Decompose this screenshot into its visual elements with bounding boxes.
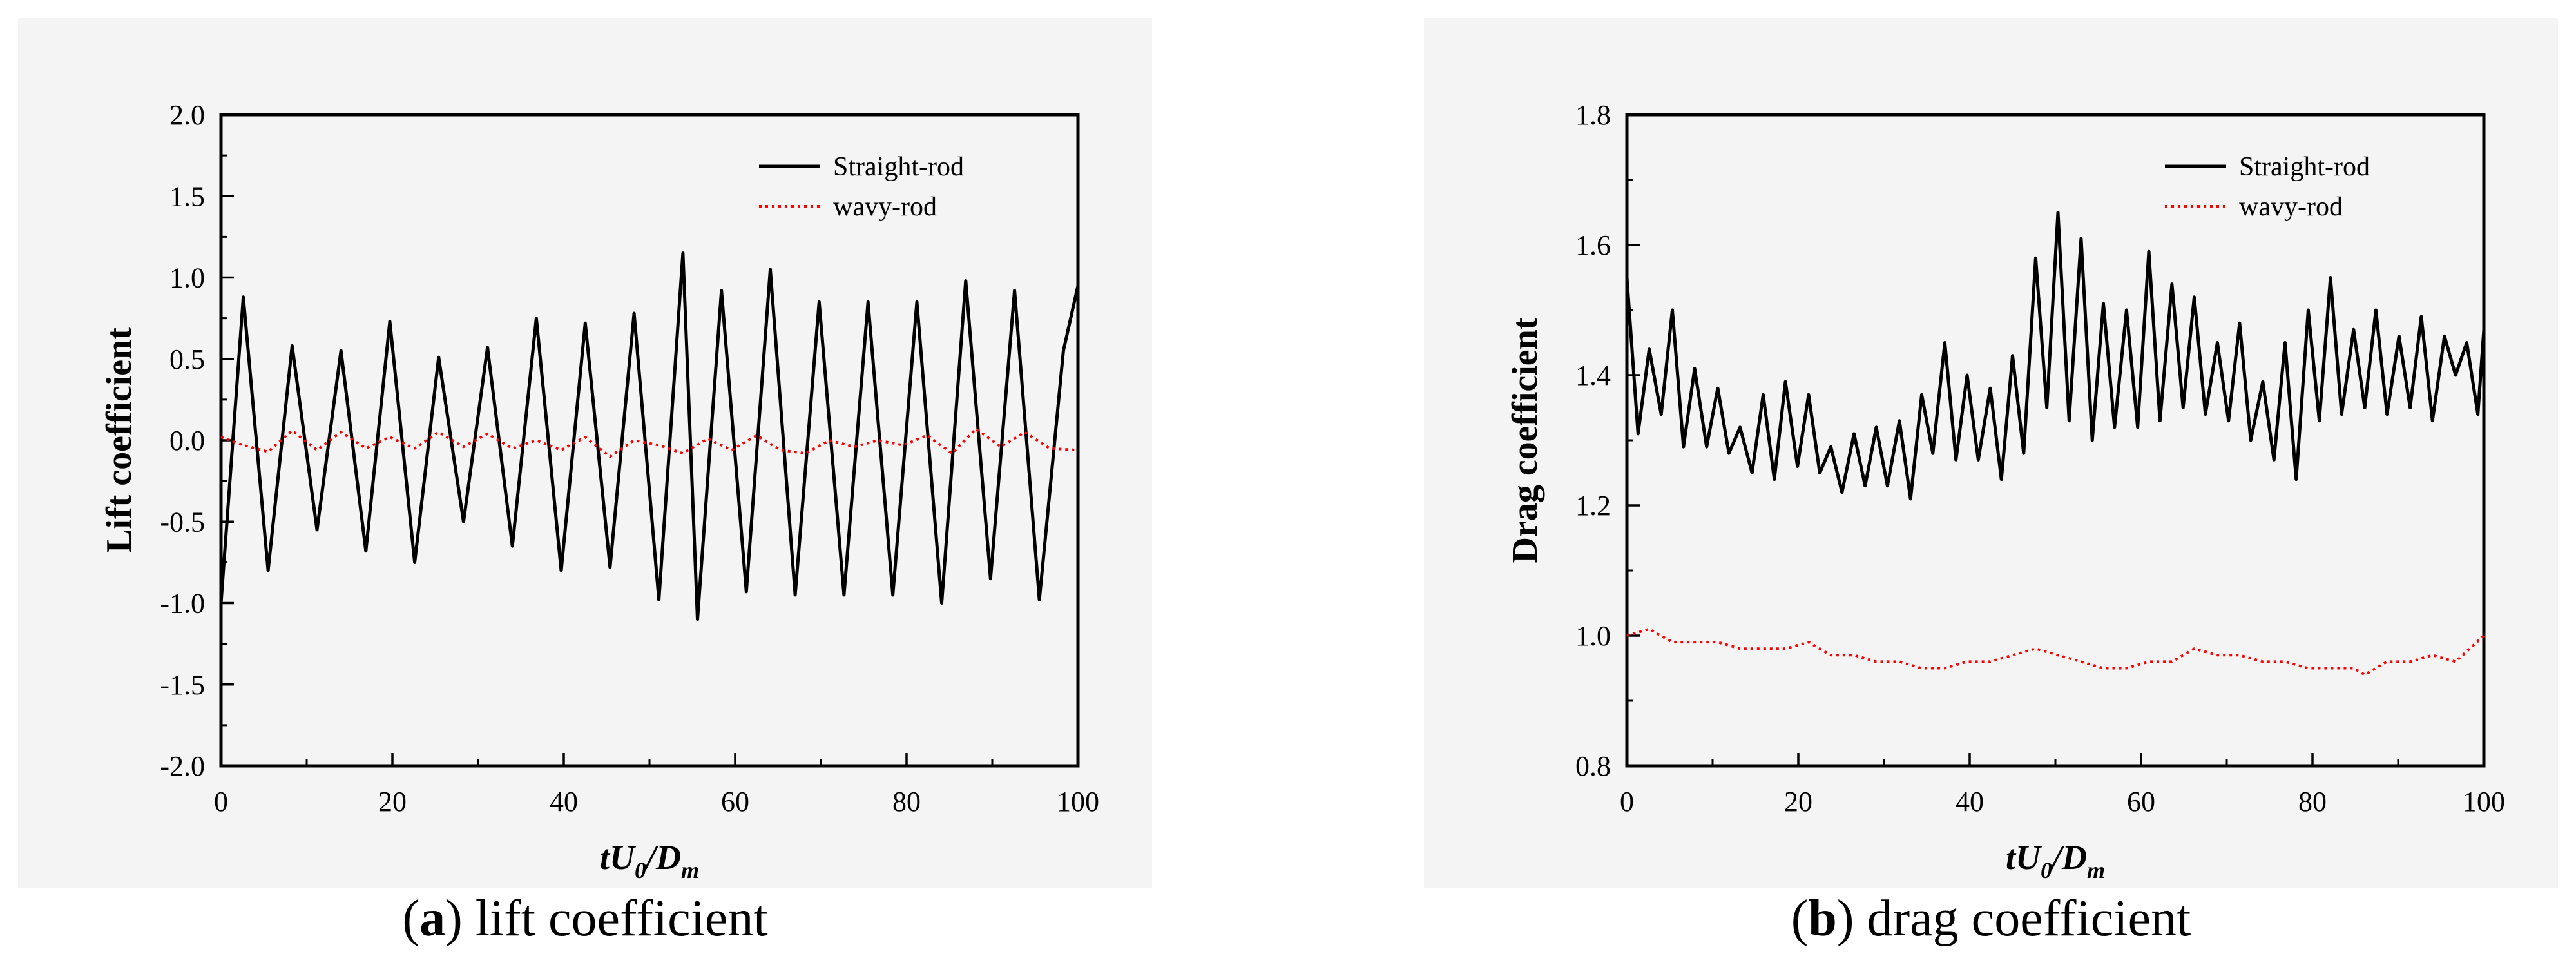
x-tick-label: 20 xyxy=(378,786,407,817)
caption-letter: a xyxy=(419,890,446,947)
x-tick-label: 20 xyxy=(1784,786,1812,817)
x-label-subm: m xyxy=(2087,857,2105,883)
x-tick-label: 100 xyxy=(2463,786,2505,817)
x-tick-label: 0 xyxy=(214,786,228,817)
y-tick-label: 1.8 xyxy=(1575,99,1611,131)
y-tick-label: 1.0 xyxy=(1575,620,1611,652)
x-label-U: U xyxy=(2015,838,2043,877)
lift-chart: 0 20 40 60 80 100 -2.0 -1.5 -1.0 -0.5 0.0 0.5 1.0 1.5… xyxy=(99,99,1099,883)
y-tick-label: -2.0 xyxy=(160,750,205,782)
x-label-t: t xyxy=(600,838,611,877)
axes: 0 20 40 60 80 100 -2.0 -1.5 -1.0 -0.5 0.0 0.5 1.0 1.5… xyxy=(160,99,1099,817)
y-tick-label: 0.0 xyxy=(169,425,205,456)
x-tick-label: 0 xyxy=(1620,786,1634,817)
legend-label: Straight-rod xyxy=(833,152,964,182)
plot-frame xyxy=(1625,113,2486,768)
series-group xyxy=(1625,211,2486,676)
y-tick-label: 2.0 xyxy=(169,99,205,131)
y-tick-label: 1.0 xyxy=(169,262,205,294)
legend-label: wavy-rod xyxy=(833,192,937,222)
y-tick-label: 1.4 xyxy=(1575,360,1611,391)
y-tick-label: 0.5 xyxy=(169,344,205,375)
x-tick-label: 60 xyxy=(2127,786,2155,817)
y-tick-label: 1.5 xyxy=(169,181,205,212)
x-label-sub0: 0 xyxy=(635,857,646,883)
caption-text: lift coefficient xyxy=(475,890,768,947)
x-tick-label: 40 xyxy=(550,786,578,817)
y-tick-label: 1.6 xyxy=(1575,229,1611,261)
series-line-wavy-rod xyxy=(1626,627,2485,676)
legend: Straight-rod wavy-rod xyxy=(759,152,964,222)
x-label-D: D xyxy=(2061,838,2087,877)
x-tick-label: 80 xyxy=(2298,786,2327,817)
plot-frame xyxy=(219,113,1080,768)
drag-chart: 0 20 40 60 80 100 0.8 1.0 1.2 1.4 1.6 1.8 Straight-r… xyxy=(1505,99,2505,883)
x-label-subm: m xyxy=(681,857,699,883)
series-group xyxy=(219,251,1080,621)
y-axis-label: Drag coefficient xyxy=(1505,317,1545,563)
x-tick-label: 60 xyxy=(721,786,749,817)
series-line-straight-rod xyxy=(219,251,1080,621)
x-tick-label: 100 xyxy=(1057,786,1099,817)
x-tick-label: 80 xyxy=(892,786,921,817)
x-axis-label: tU0/Dm xyxy=(600,838,699,883)
chart-panel-lift: 0 20 40 60 80 100 -2.0 -1.5 -1.0 -0.5 0.0 0.5 1.0 1.5… xyxy=(18,18,1152,888)
y-tick-label: -1.0 xyxy=(160,588,205,620)
y-tick-label: 0.8 xyxy=(1575,750,1611,782)
legend-label: wavy-rod xyxy=(2239,192,2343,222)
x-tick-label: 40 xyxy=(1956,786,1984,817)
y-tick-label: -1.5 xyxy=(160,669,205,701)
legend-label: Straight-rod xyxy=(2239,152,2370,182)
y-tick-label: -0.5 xyxy=(160,506,205,538)
chart-panel-drag: 0 20 40 60 80 100 0.8 1.0 1.2 1.4 1.6 1.8 Straight-r… xyxy=(1424,18,2558,888)
series-line-wavy-rod xyxy=(220,427,1079,458)
caption-text: drag coefficient xyxy=(1867,890,2191,947)
caption-drag: (b) drag coefficient xyxy=(1791,890,2191,947)
caption-lift: (a) lift coefficient xyxy=(402,890,768,947)
y-tick-label: 1.2 xyxy=(1575,490,1611,522)
x-axis-label: tU0/Dm xyxy=(2006,838,2105,883)
series-line-straight-rod xyxy=(1625,211,2486,501)
caption-letter: b xyxy=(1808,890,1837,947)
y-axis-label: Lift coefficient xyxy=(99,327,139,553)
x-label-t: t xyxy=(2006,838,2017,877)
x-label-sub0: 0 xyxy=(2041,857,2052,883)
x-label-D: D xyxy=(655,838,681,877)
x-label-U: U xyxy=(610,838,637,877)
legend: Straight-rod wavy-rod xyxy=(2165,152,2370,222)
axes: 0 20 40 60 80 100 0.8 1.0 1.2 1.4 1.6 1.8 xyxy=(1575,99,2505,817)
